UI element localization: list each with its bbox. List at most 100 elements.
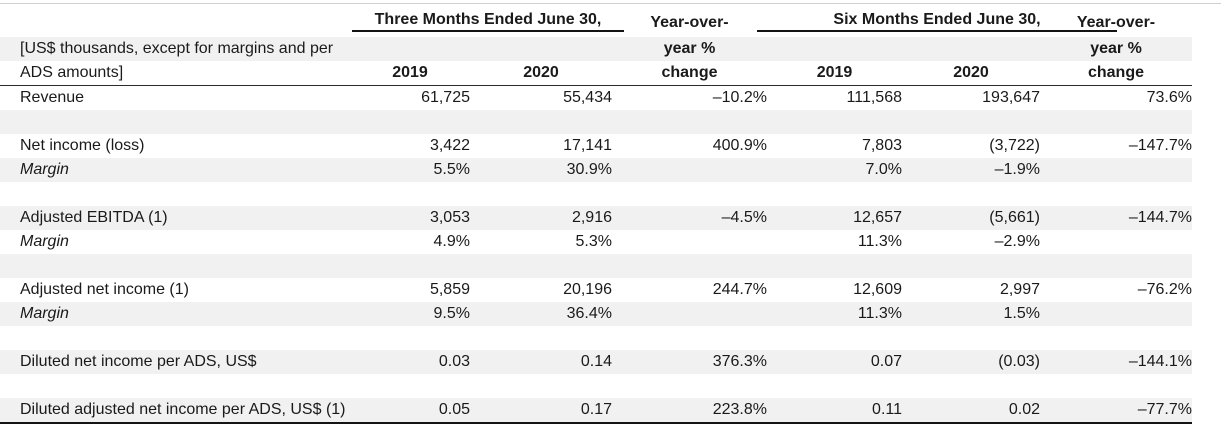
cell-value	[902, 374, 1040, 398]
cell-value: 7,803	[861, 137, 902, 154]
cell-value: 111,568	[846, 89, 902, 106]
cell-value: 3,422	[429, 137, 470, 154]
cell-value	[350, 182, 470, 206]
cell-value: 5,859	[429, 281, 470, 298]
table-row: Net income (loss) 3,422 17,141 400.9% 7,803 (…	[0, 134, 1192, 158]
cell-value	[902, 254, 1040, 278]
spacer-row	[0, 110, 1192, 134]
row-label: Margin	[20, 233, 69, 250]
cell-value	[470, 254, 612, 278]
top-divider	[0, 3, 1221, 4]
financial-results-table: Year-over- Year-over- [US$ thousands, ex…	[0, 4, 1192, 424]
cell-value	[470, 182, 612, 206]
cell-value: 11.3%	[857, 233, 902, 250]
header-spacer-cell	[767, 37, 902, 61]
cell-value: 4.9%	[433, 233, 470, 250]
cell-value: 9.5%	[433, 305, 470, 322]
table-row: Margin 5.5% 30.9% 7.0% –1.9%	[0, 158, 1192, 182]
table-row: Adjusted net income (1) 5,859 20,196 244.7%…	[0, 278, 1192, 302]
row-label: Net income (loss)	[20, 137, 145, 154]
cell-value	[612, 302, 767, 326]
cell-value	[902, 182, 1040, 206]
cell-value	[767, 326, 902, 350]
cell-value: 0.02	[1008, 401, 1040, 418]
cell-value	[767, 182, 902, 206]
yoy-header-left-line2: year %	[663, 40, 716, 57]
cell-value: 12,657	[853, 209, 902, 226]
cell-value	[1040, 110, 1192, 134]
yoy-header-right-line2: year %	[1090, 40, 1142, 57]
three-months-underline	[352, 30, 624, 32]
cell-value: –2.9%	[994, 233, 1040, 250]
cell-value	[1040, 158, 1192, 182]
cell-value	[612, 230, 767, 254]
cell-value	[350, 326, 470, 350]
cell-value	[1040, 230, 1192, 254]
cell-value: (0.03)	[998, 353, 1040, 370]
spacer-row	[0, 182, 1192, 206]
group-header-three-months: Three Months Ended June 30,	[374, 11, 602, 28]
row-label	[0, 182, 350, 206]
row-label: Diluted net income per ADS, US$	[20, 353, 257, 370]
cell-value: 376.3%	[712, 353, 767, 370]
row-label	[0, 254, 350, 278]
cell-value: –147.7%	[1128, 137, 1192, 154]
cell-value: (5,661)	[989, 209, 1040, 226]
cell-value	[1040, 182, 1192, 206]
cell-value	[902, 110, 1040, 134]
cell-value: –77.7%	[1137, 401, 1192, 418]
cell-value: 193,647	[982, 89, 1040, 106]
cell-value: 1.5%	[1003, 305, 1040, 322]
cell-value	[1040, 254, 1192, 278]
table-row: Diluted net income per ADS, US$ 0.03 0.14 3…	[0, 350, 1192, 374]
table-row: Margin 9.5% 36.4% 11.3% 1.5%	[0, 302, 1192, 326]
row-label: Adjusted net income (1)	[20, 281, 189, 298]
row-label: Margin	[20, 305, 69, 322]
cell-value: 17,141	[563, 137, 612, 154]
cell-value: 2,997	[999, 281, 1040, 298]
cell-value	[767, 110, 902, 134]
cell-value: 0.05	[438, 401, 470, 418]
header-6m-2019: 2019	[767, 61, 902, 86]
row-label	[0, 374, 350, 398]
table-row: Diluted adjusted net income per ADS, US$…	[0, 398, 1192, 423]
cell-value: 0.07	[870, 353, 902, 370]
cell-value	[1040, 326, 1192, 350]
cell-value: 20,196	[563, 281, 612, 298]
six-months-underline	[757, 30, 1117, 32]
cell-value: 36.4%	[566, 305, 612, 322]
row-label	[0, 110, 350, 134]
table-row: Margin 4.9% 5.3% 11.3% –2.9%	[0, 230, 1192, 254]
header-row-years: ADS amounts] 2019 2020 change 2019 2020 …	[0, 61, 1192, 86]
cell-value: –4.5%	[721, 209, 767, 226]
spacer-row	[0, 374, 1192, 398]
cell-value: 11.3%	[857, 305, 902, 322]
cell-value	[1040, 302, 1192, 326]
cell-value	[350, 110, 470, 134]
header-3m-2020: 2020	[470, 61, 612, 86]
cell-value	[612, 254, 767, 278]
row-label	[0, 326, 350, 350]
row-label: Revenue	[20, 89, 85, 106]
cell-value	[350, 254, 470, 278]
yoy-header-left-line3: change	[612, 61, 767, 86]
row-label: Adjusted EBITDA (1)	[20, 209, 168, 226]
spacer-row	[0, 254, 1192, 278]
header-row-period: Year-over- Year-over-	[0, 4, 1192, 37]
cell-value	[612, 158, 767, 182]
table-row: Revenue 61,725 55,434 –10.2% 111,568 193,647 7…	[0, 86, 1192, 111]
cell-value	[350, 374, 470, 398]
header-spacer-cell	[902, 37, 1040, 61]
header-spacer-cell	[350, 37, 470, 61]
cell-value: 0.14	[580, 353, 612, 370]
units-note-line1: [US$ thousands, except for margins and p…	[20, 40, 334, 57]
yoy-header-right-line3: change	[1040, 61, 1192, 86]
cell-value	[612, 110, 767, 134]
cell-value	[470, 374, 612, 398]
cell-value: 3,053	[429, 209, 470, 226]
row-label: Margin	[20, 161, 69, 178]
cell-value	[612, 374, 767, 398]
cell-value: 2,916	[571, 209, 612, 226]
spacer-row	[0, 326, 1192, 350]
